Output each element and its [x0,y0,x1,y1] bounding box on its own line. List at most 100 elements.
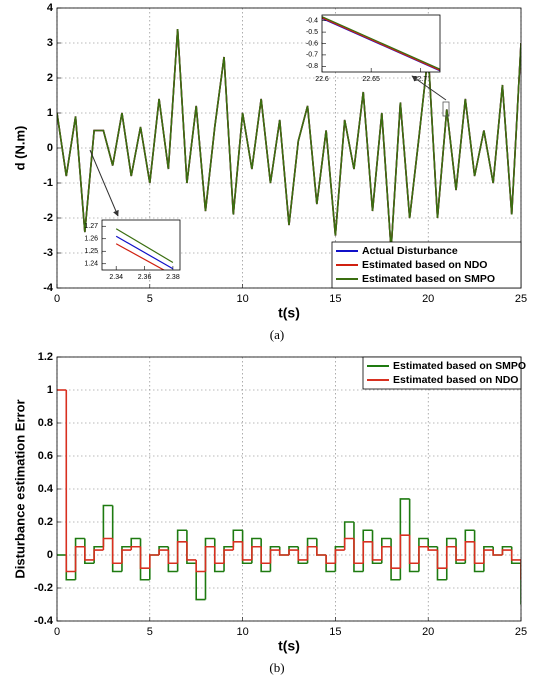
y-tick-label: 0.6 [38,450,53,462]
x-tick-label: 2.38 [166,274,180,281]
series-group [57,28,521,250]
x-tick-label: 22.6 [315,76,329,83]
plot-frame [56,7,522,289]
step-segment [334,549,345,564]
caption: (a) [270,327,284,342]
step-segment [408,498,419,573]
y-tick-label: -3 [43,247,53,259]
legend-label: Estimated based on SMPO [393,360,526,372]
chart: 2.34 2.36 2.38 1.24 1.25 1.26 1.27 [84,219,181,281]
step-segment [130,545,141,551]
y-tick-label: 0.4 [38,483,54,495]
step-segment [130,537,141,547]
step-segment [149,554,160,569]
x-tick-label: 10 [236,293,248,305]
y-tick-label: -0.8 [306,63,318,70]
step-segment [464,541,475,560]
step-segment [195,563,206,601]
step-segment [325,555,336,565]
step-segment [158,549,169,555]
step-segment [213,546,225,565]
step-segment [204,545,215,572]
plot-area [102,220,180,270]
x-axis-label: t(s) [278,305,300,321]
step-segment [418,545,429,564]
chart: 0 5 10 15 20 25 -0.4 -0.2 0 0.2 0.4 0.6 0.8 1 1.2 t(s) D… [12,351,527,675]
step-segment [121,549,132,564]
series-line [322,17,440,71]
plot-frame [56,356,522,622]
x-tick-label: 2.36 [138,274,152,281]
y-tick-label: 1.24 [84,261,98,268]
y-tick-label: 1 [47,107,53,119]
step-segment [176,541,187,564]
step-segment [445,545,457,569]
y-tick-label: -0.5 [306,29,318,36]
legend-box [331,241,522,289]
chart: 0 5 10 15 20 25 -4 -3 -2 -1 0 1 2 3 4 t(s) d (N.m) (a) Act… [12,2,527,342]
legend-label: Estimated based on NDO [393,374,518,386]
x-tick-label: 25 [515,626,527,638]
step-segment [381,545,392,560]
step-segment [223,549,234,564]
step-segment [362,541,373,564]
step-segment [427,546,438,551]
y-tick-label: 1.2 [38,351,53,363]
x-tick-label: 0 [54,293,60,305]
y-tick-label: 0 [47,142,53,154]
step-segment [65,390,76,573]
caption: (b) [269,660,284,675]
y-tick-label: 0.2 [38,516,53,528]
step-segment [139,546,150,569]
step-segment [111,538,122,565]
zoom-arrows [89,75,450,217]
x-tick-label: 20 [422,293,434,305]
step-segment [93,549,104,560]
legend-box [362,356,522,390]
x-tick-label: 20 [422,626,434,638]
step-segment [102,537,113,551]
y-tick-label: 1.25 [84,248,98,255]
legend-label: Estimated based on NDO [362,259,487,271]
step-segment [241,541,252,561]
step-segment [186,541,197,561]
step-segment [408,535,419,565]
y-tick-label: 2 [47,72,53,84]
step-segment [260,546,271,565]
step-segment [288,549,299,555]
step-segment [74,545,85,572]
x-tick-label: 0 [54,626,60,638]
y-tick-label: -4 [43,282,54,294]
step-segment [195,559,206,573]
plot-frame [101,219,181,271]
y-tick-label: 3 [47,37,53,49]
x-tick-label: 5 [147,626,153,638]
legend-label: Estimated based on SMPO [362,273,495,285]
step-segment [455,546,466,561]
x-tick-label: 2.34 [109,274,123,281]
series-group [322,16,440,72]
y-tick-label: 1 [47,384,53,396]
step-segment [251,545,262,560]
series-group [57,389,521,605]
x-tick-label: 10 [236,626,248,638]
legend: Actual Disturbance Estimated based on NDO… [331,241,522,289]
y-tick-label: -2 [43,212,53,224]
step-segment [390,546,401,569]
y-axis-label: Disturbance estimation Error [12,399,27,578]
series-line [57,28,521,250]
y-tick-label: -0.6 [306,40,318,47]
step-segment [316,546,327,556]
step-segment [306,545,317,560]
step-segment [399,534,410,569]
step-segment [278,550,289,556]
y-tick-label: 4 [47,2,54,14]
x-tick-label: 25 [515,293,527,305]
y-axis-label: d (N.m) [12,126,27,171]
step-segment [297,550,308,561]
x-tick-label: 5 [147,293,153,305]
y-tick-label: 1.26 [84,236,98,243]
step-segment [436,550,447,569]
x-tick-label: 22.65 [362,76,380,83]
